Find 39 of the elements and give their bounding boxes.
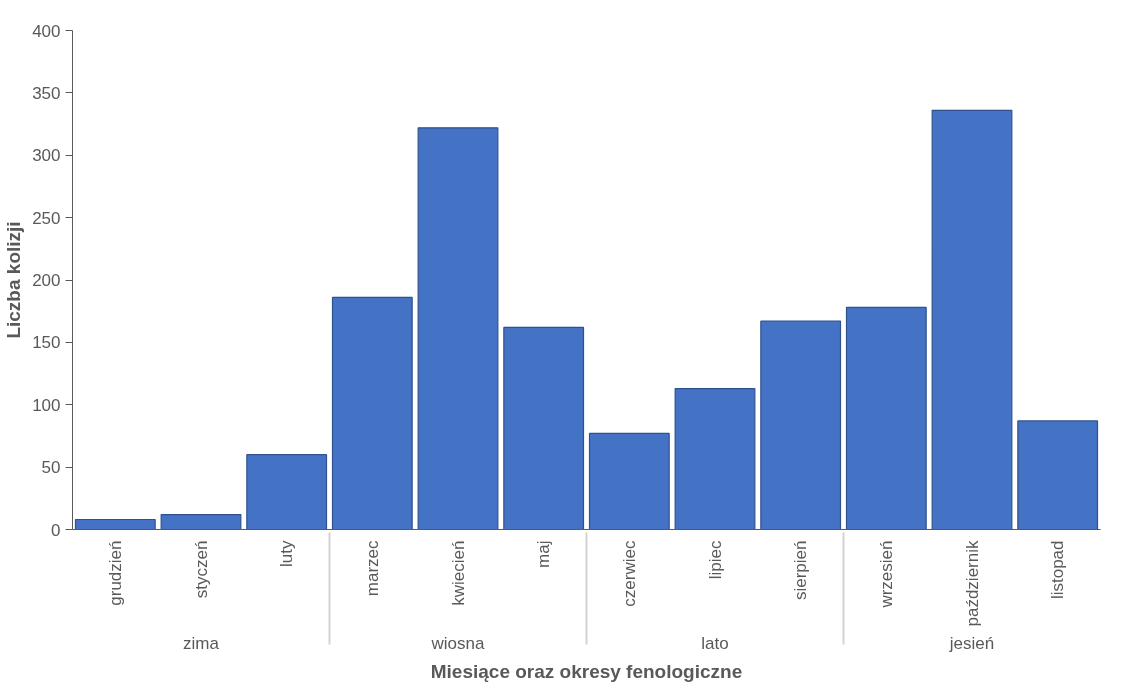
x-tick-label: sierpień: [791, 540, 811, 601]
bar: [331, 296, 413, 530]
x-tick-label: lipiec: [705, 540, 725, 580]
bar: [503, 326, 585, 530]
bar: [246, 454, 328, 530]
text: lato: [701, 634, 729, 654]
x-tick-label: styczeń: [191, 540, 211, 599]
x-tick-label: czerwiec: [619, 540, 639, 607]
y-tick-label: 300: [32, 146, 61, 166]
bar: [417, 127, 499, 530]
x-tick-label: luty: [277, 540, 297, 567]
y-tick-label: 200: [32, 271, 61, 290]
y-tick-label: 100: [32, 395, 61, 415]
bar: [1017, 420, 1099, 530]
x-tick-label: wrzesień: [876, 540, 896, 609]
x-axis-title: Miesiące oraz okresy fenologiczne: [430, 661, 743, 683]
bar: [74, 518, 156, 530]
bar: [160, 513, 242, 530]
bar: [845, 306, 927, 530]
bar: [588, 432, 670, 530]
x-tick-label: październik: [962, 540, 982, 627]
text: jesień: [948, 634, 995, 654]
bar: [760, 320, 842, 530]
y-tick-label: 150: [32, 333, 61, 353]
text: wiosna: [430, 634, 485, 654]
y-tick-label: 250: [32, 208, 61, 228]
text: zima: [183, 634, 220, 654]
y-tick-label: 350: [32, 83, 61, 103]
y-tick-label: 400: [32, 21, 61, 41]
x-tick-label: maj: [534, 540, 554, 568]
bar: [931, 109, 1013, 530]
y-tick-label: 50: [41, 458, 61, 478]
y-axis-title: Liczba kolizji: [3, 221, 25, 339]
bar: [674, 387, 756, 530]
x-tick-label: listopad: [1048, 540, 1068, 600]
x-tick-label: grudzień: [105, 540, 125, 606]
x-tick-label: kwiecień: [448, 540, 468, 606]
x-tick-label: marzec: [362, 540, 382, 597]
y-tick-label: 0: [51, 520, 61, 540]
